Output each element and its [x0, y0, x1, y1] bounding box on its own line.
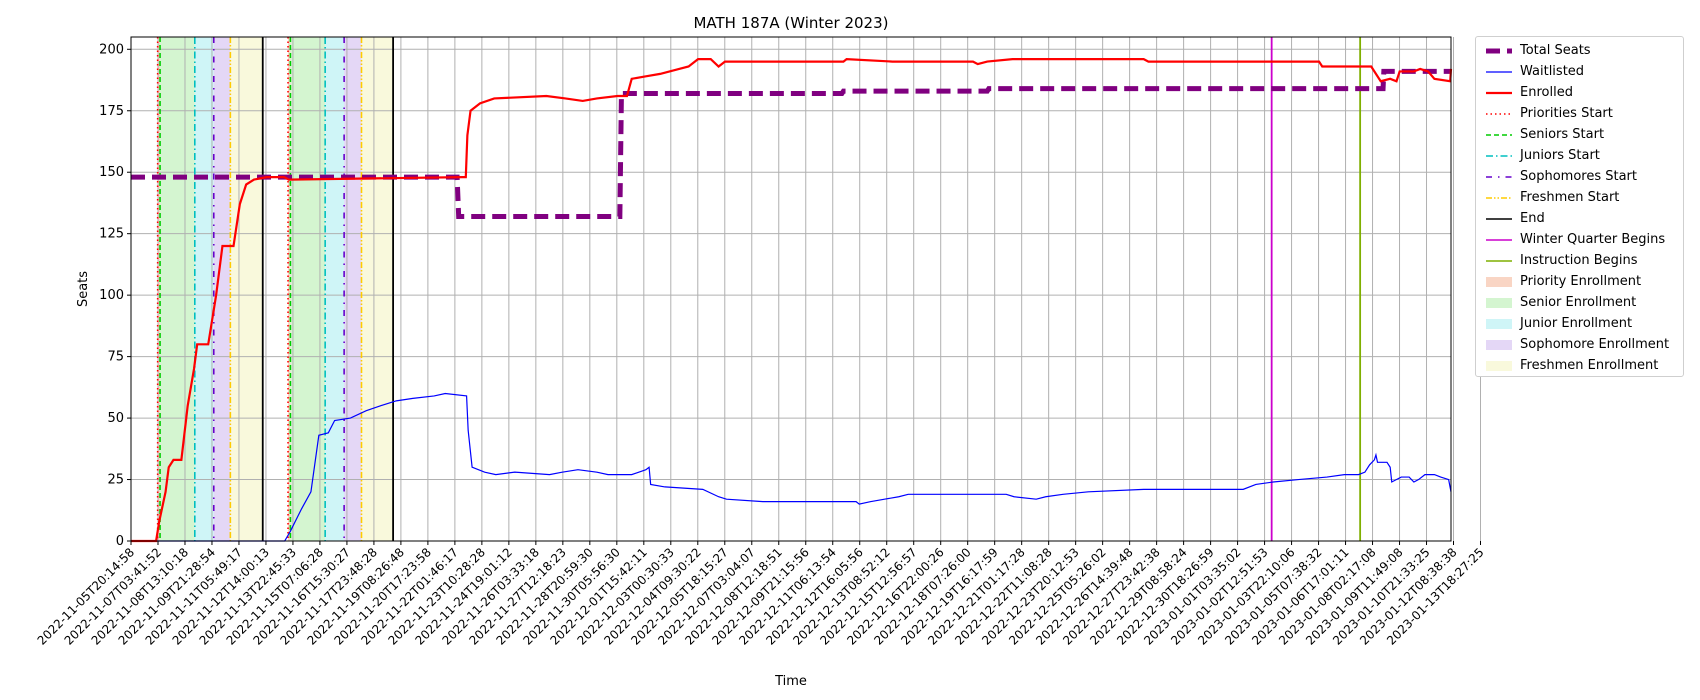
legend-item: Senior Enrollment: [1476, 293, 1683, 313]
x-axis-ticks: 2022-11-05T20:14:582022-11-07T03:41:5220…: [35, 541, 1487, 648]
legend-item: Instruction Begins: [1476, 251, 1683, 271]
legend-item: Freshmen Start: [1476, 188, 1683, 208]
legend-label: Priority Enrollment: [1520, 274, 1642, 289]
y-tick-label: 200: [99, 42, 124, 57]
y-tick-label: 125: [99, 227, 124, 242]
y-tick-label: 150: [99, 165, 124, 180]
legend-item: Total Seats: [1476, 41, 1683, 61]
legend-item: Winter Quarter Begins: [1476, 230, 1683, 250]
y-tick-label: 0: [116, 534, 124, 549]
legend-label: Junior Enrollment: [1520, 316, 1633, 331]
legend-swatch: [1486, 277, 1512, 287]
legend-item: Freshmen Enrollment: [1476, 356, 1683, 376]
legend-item: Seniors Start: [1476, 125, 1683, 145]
y-tick-label: 50: [107, 411, 124, 426]
legend-label: Freshmen Enrollment: [1520, 358, 1659, 373]
legend-swatch: [1486, 319, 1512, 329]
legend-item: Priorities Start: [1476, 104, 1683, 124]
legend-item: Enrolled: [1476, 83, 1683, 103]
legend-label: Sophomore Enrollment: [1520, 337, 1670, 352]
legend-swatch: [1486, 176, 1512, 178]
legend-label: Waitlisted: [1520, 64, 1585, 79]
y-tick-label: 100: [99, 288, 124, 303]
legend-item: Sophomore Enrollment: [1476, 335, 1683, 355]
y-tick-label: 25: [107, 473, 124, 488]
legend-swatch: [1486, 134, 1512, 136]
band-4-1: [361, 37, 394, 541]
x-axis-label: Time: [774, 674, 807, 689]
legend: Total Seats Waitlisted Enrolled Priorities …: [1475, 36, 1684, 377]
legend-label: Priorities Start: [1520, 106, 1613, 121]
legend-swatch: [1486, 113, 1512, 115]
legend-label: Seniors Start: [1520, 127, 1605, 142]
series-lines: [131, 58, 1453, 543]
band-4-0: [230, 37, 263, 541]
legend-label: End: [1520, 211, 1545, 226]
y-axis-ticks: 0 25 50 75 100 125 150 175 200: [99, 42, 131, 549]
legend-swatch: [1486, 361, 1512, 371]
enrollment-period-bands: [157, 37, 394, 541]
legend-item: Sophomores Start: [1476, 167, 1683, 187]
series-line-2: [131, 58, 1453, 543]
legend-swatch: [1486, 340, 1512, 350]
y-tick-label: 175: [99, 104, 124, 119]
event-lines: [156, 37, 1362, 541]
legend-swatch: [1486, 218, 1512, 220]
legend-label: Senior Enrollment: [1520, 295, 1637, 310]
legend-swatch: [1486, 298, 1512, 308]
band-2-1: [325, 37, 345, 541]
band-2-0: [194, 37, 214, 541]
y-tick-label: 75: [107, 350, 124, 365]
legend-label: Winter Quarter Begins: [1520, 232, 1666, 247]
legend-label: Enrolled: [1520, 85, 1573, 100]
series-line-0: [131, 68, 1451, 219]
band-0-0: [157, 37, 161, 541]
legend-swatch: [1486, 48, 1512, 54]
y-axis-label: Seats: [76, 271, 91, 307]
band-1-1: [290, 37, 326, 541]
legend-label: Freshmen Start: [1520, 190, 1620, 205]
band-0-1: [288, 37, 291, 541]
legend-item: Priority Enrollment: [1476, 272, 1683, 292]
band-3-0: [213, 37, 231, 541]
legend-swatch: [1486, 155, 1512, 157]
legend-item: Junior Enrollment: [1476, 314, 1683, 334]
legend-item: End: [1476, 209, 1683, 229]
legend-label: Sophomores Start: [1520, 169, 1637, 184]
series-line-1: [131, 392, 1452, 542]
legend-swatch: [1486, 197, 1512, 199]
legend-label: Total Seats: [1520, 43, 1591, 58]
chart-title: MATH 187A (Winter 2023): [693, 14, 888, 32]
legend-label: Instruction Begins: [1520, 253, 1638, 268]
legend-item: Juniors Start: [1476, 146, 1683, 166]
legend-label: Juniors Start: [1520, 148, 1600, 163]
band-1-0: [160, 37, 195, 541]
plot-frame: [130, 36, 1452, 542]
legend-swatch: [1486, 71, 1512, 73]
legend-item: Waitlisted: [1476, 62, 1683, 82]
legend-swatch: [1486, 260, 1512, 262]
legend-swatch: [1486, 91, 1512, 95]
grid: [130, 37, 1481, 542]
legend-swatch: [1486, 239, 1512, 241]
